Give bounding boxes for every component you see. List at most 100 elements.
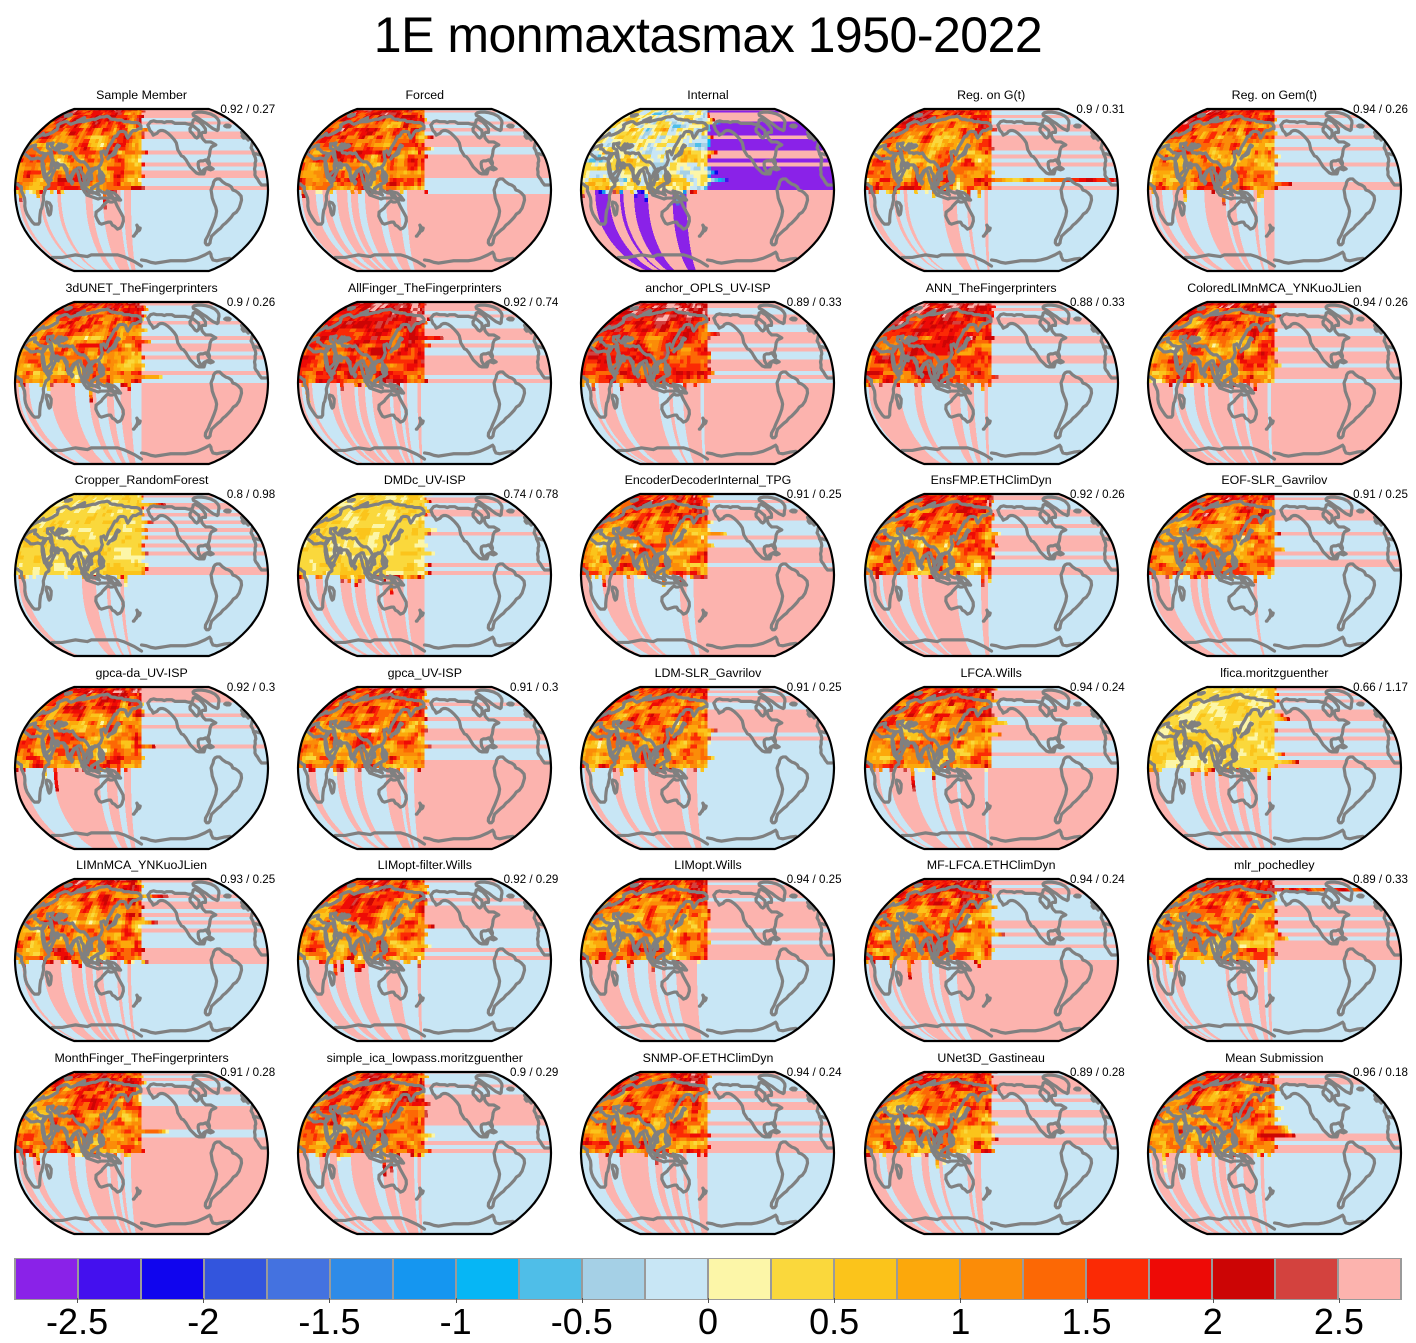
colorbar-swatch bbox=[898, 1259, 960, 1299]
coastline bbox=[896, 972, 901, 985]
coastline bbox=[65, 692, 71, 693]
coastline bbox=[225, 125, 230, 127]
panel-title: EOF-SLR_Gavrilov bbox=[1133, 473, 1416, 488]
globe-wrapper bbox=[13, 107, 270, 273]
panel-title: LIMopt.Wills bbox=[566, 858, 849, 873]
coastline bbox=[1340, 937, 1346, 940]
colorbar-swatch bbox=[961, 1259, 1023, 1299]
coastline bbox=[1074, 318, 1079, 320]
colorbar-swatch bbox=[646, 1259, 708, 1299]
colorbar-swatch bbox=[835, 1259, 897, 1299]
globe-map bbox=[863, 1070, 1120, 1236]
coastline bbox=[349, 500, 355, 501]
coastline bbox=[490, 552, 496, 555]
panel-title: ANN_TheFingerprinters bbox=[850, 281, 1133, 296]
globe-map bbox=[296, 107, 553, 273]
coastline bbox=[242, 328, 245, 331]
globe-map bbox=[13, 685, 270, 851]
coastline bbox=[242, 520, 245, 523]
coastline bbox=[207, 552, 213, 555]
map-panel: Internal bbox=[566, 88, 849, 281]
coastline bbox=[791, 510, 796, 512]
coastline bbox=[1056, 1129, 1062, 1132]
coastline bbox=[207, 1129, 213, 1132]
coastline bbox=[1056, 937, 1062, 940]
coastline bbox=[46, 587, 51, 600]
coastline bbox=[71, 181, 72, 184]
coastline bbox=[1358, 895, 1363, 897]
coastline bbox=[791, 703, 796, 705]
coastline bbox=[1375, 905, 1378, 908]
panel-title: Reg. on G(t) bbox=[850, 88, 1133, 103]
panel-score: 0.89 / 0.28 bbox=[1070, 1066, 1125, 1079]
globe-map bbox=[13, 107, 270, 273]
coastline bbox=[921, 758, 922, 761]
coastline bbox=[329, 202, 334, 215]
coastline bbox=[355, 951, 356, 954]
coastline bbox=[921, 181, 922, 184]
colorbar-tick-mark bbox=[582, 1298, 583, 1303]
coastline bbox=[71, 373, 72, 376]
coastline bbox=[1092, 1098, 1095, 1101]
coastline bbox=[638, 373, 639, 376]
coastline bbox=[71, 951, 72, 954]
map-panel: Forced bbox=[283, 88, 566, 281]
coastline bbox=[46, 1165, 51, 1178]
globe-map bbox=[13, 300, 270, 466]
coastline bbox=[1204, 951, 1205, 954]
colorbar-tick-label: 0 bbox=[698, 1301, 718, 1343]
coastline bbox=[1358, 1088, 1363, 1090]
coastline bbox=[808, 135, 811, 138]
coastline bbox=[525, 713, 528, 716]
globe-wrapper bbox=[13, 1070, 270, 1236]
globe-wrapper bbox=[863, 877, 1120, 1043]
panel-score: 0.9 / 0.31 bbox=[1076, 103, 1124, 116]
colorbar-tick-label: -1 bbox=[440, 1301, 472, 1343]
coastline bbox=[915, 885, 921, 886]
globe-map bbox=[296, 877, 553, 1043]
panel-score: 0.89 / 0.33 bbox=[787, 296, 842, 309]
panel-score: 0.91 / 0.25 bbox=[787, 681, 842, 694]
panel-score: 0.94 / 0.24 bbox=[787, 1066, 842, 1079]
coastline bbox=[1340, 359, 1346, 362]
coastline bbox=[207, 744, 213, 747]
coastline bbox=[1198, 692, 1204, 693]
coastline bbox=[71, 1143, 72, 1146]
coastline bbox=[1358, 703, 1363, 705]
coastline bbox=[613, 587, 618, 600]
coastline bbox=[791, 895, 796, 897]
globe-wrapper bbox=[1146, 300, 1403, 466]
panel-title: Cropper_RandomForest bbox=[0, 473, 283, 488]
colorbar-swatch bbox=[772, 1259, 834, 1299]
panel-title: gpca_UV-ISP bbox=[283, 666, 566, 681]
colorbar-swatch bbox=[457, 1259, 519, 1299]
coastline bbox=[329, 395, 334, 408]
coastline bbox=[773, 1129, 779, 1132]
coastline bbox=[242, 713, 245, 716]
coastline bbox=[207, 359, 213, 362]
coastline bbox=[1358, 125, 1363, 127]
globe-map bbox=[296, 685, 553, 851]
coastline bbox=[65, 885, 71, 886]
coastline bbox=[329, 972, 334, 985]
coastline bbox=[355, 373, 356, 376]
coastline bbox=[1375, 520, 1378, 523]
coastline bbox=[1179, 587, 1184, 600]
coastline bbox=[65, 500, 71, 501]
coastline bbox=[207, 167, 213, 170]
colorbar-tick-label: 1 bbox=[950, 1301, 970, 1343]
coastline bbox=[1092, 328, 1095, 331]
coastline bbox=[242, 135, 245, 138]
coastline bbox=[490, 167, 496, 170]
coastline bbox=[1198, 307, 1204, 308]
coastline bbox=[525, 905, 528, 908]
colorbar-tick-mark bbox=[77, 1298, 78, 1303]
colorbar-tick-label: -1.5 bbox=[298, 1301, 360, 1343]
coastline bbox=[1179, 1165, 1184, 1178]
